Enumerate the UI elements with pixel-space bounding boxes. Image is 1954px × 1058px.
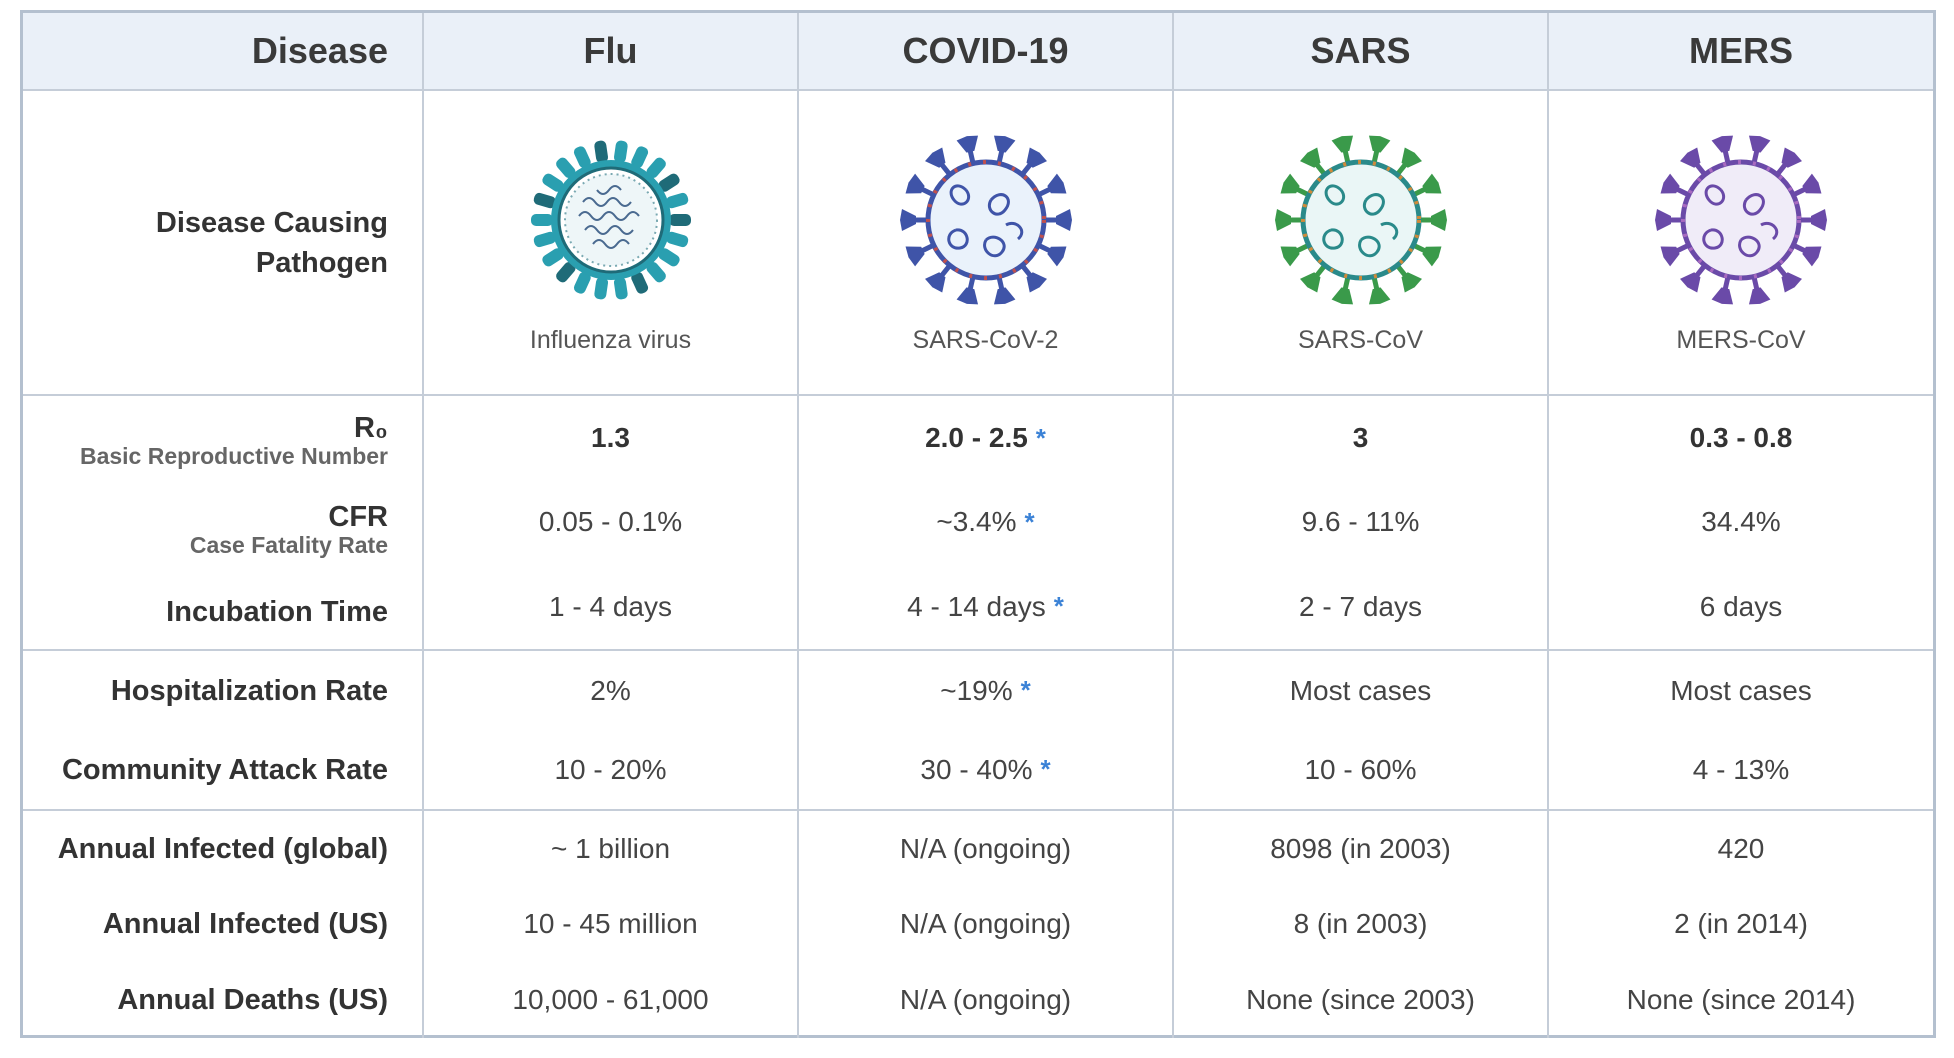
hospitalization-label: Hospitalization Rate: [110, 674, 388, 707]
burden-labels-cell: Annual Infected (global) Annual Infected…: [23, 810, 423, 1038]
flu-infected-us-value: 10 - 45 million: [523, 908, 698, 940]
header-covid-19: COVID-19: [797, 13, 1173, 91]
covid-incubation-entry: 4 - 14 days *: [799, 591, 1172, 623]
cfr-label: CFR: [328, 501, 388, 534]
r0-sublabel: Basic Reproductive Number: [79, 442, 388, 469]
covid-infected-us-value: N/A (ongoing): [899, 908, 1072, 940]
r0-label: R₀: [353, 411, 388, 444]
spread-sars-cell: Most cases 10 - 60%: [1172, 650, 1548, 810]
incubation-label: Incubation Time: [166, 596, 388, 629]
footnote-star-icon: *: [1035, 422, 1046, 453]
disease-comparison-table: Disease Flu COVID-19 SARS MERS Disease C…: [23, 13, 1933, 1038]
infected-us-label: Annual Infected (US): [102, 908, 388, 941]
pathogen-cell-covid: SARS-CoV-2: [797, 90, 1173, 395]
mers-infected-global-value: 420: [1717, 832, 1765, 864]
mers-r0-value: 0.3 - 0.8: [1689, 422, 1793, 454]
spread-group-row: Hospitalization Rate Community Attack Ra…: [23, 650, 1933, 810]
flu-cfr-value: 0.05 - 0.1%: [538, 506, 683, 538]
covid-cfr-value: ~3.4%: [936, 506, 1017, 538]
pathogen-label: Disease Causing Pathogen: [155, 206, 388, 279]
pathogen-name-sars: SARS-CoV: [1297, 326, 1424, 354]
pathogen-cell-mers: MERS-CoV: [1547, 90, 1933, 395]
footnote-star-icon: *: [1053, 591, 1064, 622]
covid-r0-value: 2.0 - 2.5: [925, 422, 1028, 454]
spread-covid-cell: ~19% * 30 - 40% *: [797, 650, 1173, 810]
sars-attack-value: 10 - 60%: [1304, 753, 1417, 785]
burden-group-row: Annual Infected (global) Annual Infected…: [23, 810, 1933, 1038]
transmission-labels-cell: R₀ Basic Reproductive Number CFR Case Fa…: [23, 395, 423, 650]
influenza-virus-icon: [530, 140, 691, 300]
infected-global-label: Annual Infected (global): [57, 832, 388, 865]
pathogen-name-mers: MERS-CoV: [1676, 326, 1806, 354]
cfr-sublabel: Case Fatality Rate: [189, 532, 388, 559]
mers-hospitalization-value: Most cases: [1670, 674, 1812, 706]
footnote-star-icon: *: [1020, 675, 1031, 705]
covid-cfr-entry: ~3.4% *: [799, 506, 1172, 538]
sars-hospitalization-value: Most cases: [1289, 674, 1432, 706]
deaths-us-label: Annual Deaths (US): [117, 984, 388, 1017]
pathogen-label-cell: Disease Causing Pathogen: [23, 90, 423, 395]
burden-mers-cell: 420 2 (in 2014) None (since 2014): [1547, 810, 1933, 1038]
flu-deaths-us-value: 10,000 - 61,000: [512, 984, 709, 1016]
header-sars: SARS: [1172, 13, 1548, 91]
spread-flu-cell: 2% 10 - 20%: [422, 650, 798, 810]
header-flu: Flu: [422, 13, 798, 91]
covid-incubation-value: 4 - 14 days: [907, 590, 1046, 622]
spread-labels-cell: Hospitalization Rate Community Attack Ra…: [23, 650, 423, 810]
flu-infected-global-value: ~ 1 billion: [550, 832, 671, 864]
sars-cov-icon: [1274, 135, 1447, 305]
burden-flu-cell: ~ 1 billion 10 - 45 million 10,000 - 61,…: [422, 810, 798, 1038]
pathogen-row: Disease Causing Pathogen Influenza virus: [23, 90, 1933, 395]
mers-infected-us-value: 2 (in 2014): [1674, 908, 1808, 940]
flu-attack-value: 10 - 20%: [554, 753, 667, 785]
sars-infected-us-value: 8 (in 2003): [1293, 908, 1428, 940]
sars-r0-value: 3: [1352, 422, 1369, 454]
pathogen-cell-flu: Influenza virus: [422, 90, 798, 395]
header-disease-label: Disease: [23, 13, 423, 91]
burden-covid-cell: N/A (ongoing) N/A (ongoing) N/A (ongoing…: [797, 810, 1173, 1038]
burden-sars-cell: 8098 (in 2003) 8 (in 2003) None (since 2…: [1172, 810, 1548, 1038]
spread-mers-cell: Most cases 4 - 13%: [1547, 650, 1933, 810]
header-row: Disease Flu COVID-19 SARS MERS: [23, 13, 1933, 91]
transmission-covid-cell: 2.0 - 2.5 * ~3.4% * 4 - 14 days *: [797, 395, 1173, 650]
covid-attack-value: 30 - 40%: [920, 753, 1033, 785]
mers-attack-value: 4 - 13%: [1692, 753, 1790, 785]
pathogen-cell-sars: SARS-CoV: [1172, 90, 1548, 395]
transmission-sars-cell: 3 9.6 - 11% 2 - 7 days: [1172, 395, 1548, 650]
flu-r0-value: 1.3: [591, 422, 630, 454]
footnote-star-icon: *: [1040, 754, 1051, 784]
flu-incubation-value: 1 - 4 days: [549, 590, 672, 622]
mers-cov-icon: [1655, 135, 1827, 305]
covid-attack-entry: 30 - 40% *: [799, 754, 1172, 786]
header-mers: MERS: [1547, 13, 1933, 91]
mers-cfr-value: 34.4%: [1701, 506, 1781, 538]
flu-hospitalization-value: 2%: [590, 674, 631, 706]
transmission-flu-cell: 1.3 0.05 - 0.1% 1 - 4 days: [422, 395, 798, 650]
sars-cov-2-icon: [899, 135, 1072, 305]
sars-infected-global-value: 8098 (in 2003): [1270, 832, 1451, 864]
mers-deaths-us-value: None (since 2014): [1626, 984, 1856, 1016]
covid-hospitalization-entry: ~19% *: [799, 675, 1172, 707]
mers-incubation-value: 6 days: [1699, 590, 1783, 622]
pathogen-name-flu: Influenza virus: [529, 326, 692, 354]
transmission-group-row: R₀ Basic Reproductive Number CFR Case Fa…: [23, 395, 1933, 650]
sars-cfr-value: 9.6 - 11%: [1301, 506, 1420, 538]
sars-incubation-value: 2 - 7 days: [1299, 590, 1422, 622]
comparison-table-frame: Disease Flu COVID-19 SARS MERS Disease C…: [20, 10, 1936, 1038]
transmission-mers-cell: 0.3 - 0.8 34.4% 6 days: [1547, 395, 1933, 650]
attack-rate-label: Community Attack Rate: [61, 753, 388, 786]
sars-deaths-us-value: None (since 2003): [1246, 984, 1475, 1016]
covid-hospitalization-value: ~19%: [940, 674, 1013, 706]
footnote-star-icon: *: [1024, 506, 1035, 537]
covid-r0-entry: 2.0 - 2.5 *: [799, 422, 1172, 454]
covid-deaths-us-value: N/A (ongoing): [899, 984, 1072, 1016]
covid-infected-global-value: N/A (ongoing): [899, 832, 1072, 864]
pathogen-name-covid: SARS-CoV-2: [912, 326, 1059, 354]
